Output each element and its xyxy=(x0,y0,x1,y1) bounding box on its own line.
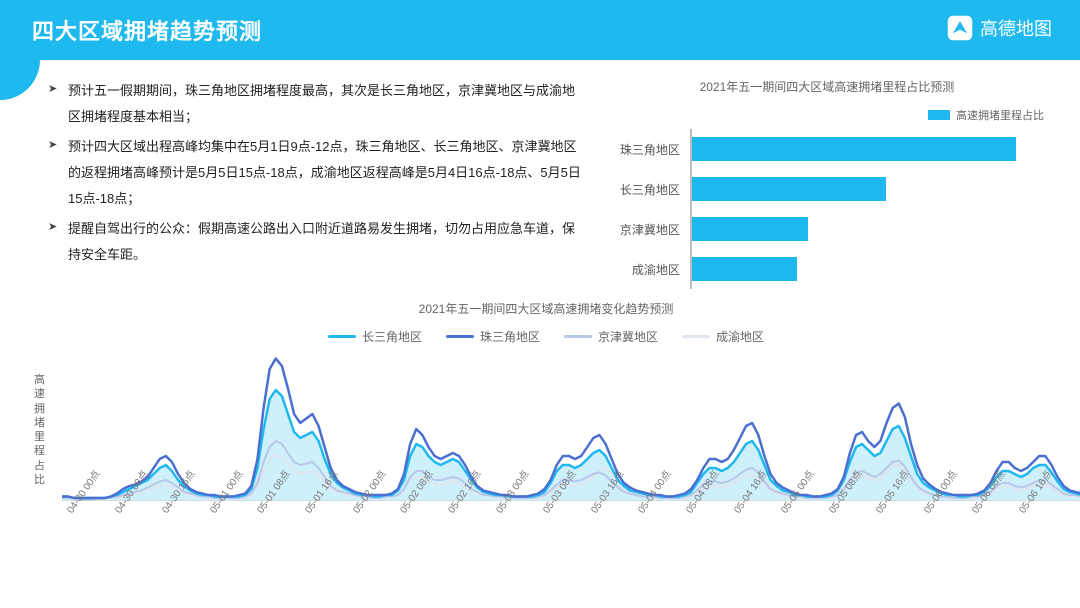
bar xyxy=(692,257,798,281)
legend-label: 高速拥堵里程占比 xyxy=(956,107,1044,123)
legend-item: 珠三角地区 xyxy=(446,328,540,345)
content-body: 预计五一假期期间，珠三角地区拥堵程度最高，其次是长三角地区，京津冀地区与成渝地区… xyxy=(0,60,1080,297)
bar-chart-legend: 高速拥堵里程占比 xyxy=(928,107,1044,123)
legend-swatch-icon xyxy=(682,335,710,338)
bar-chart-title: 2021年五一期间四大区域高速拥堵里程占比预测 xyxy=(610,78,1044,95)
bar-label: 京津冀地区 xyxy=(610,221,690,238)
bar xyxy=(692,177,886,201)
bullet-item: 预计五一假期期间，珠三角地区拥堵程度最高，其次是长三角地区，京津冀地区与成渝地区… xyxy=(48,78,586,130)
legend-swatch xyxy=(928,110,950,120)
legend-item: 长三角地区 xyxy=(328,328,422,345)
legend-text: 长三角地区 xyxy=(362,328,422,345)
bar xyxy=(692,217,808,241)
line-chart-xticks: 04-30 00点04-30 08点04-30 16点05-01 00点05-0… xyxy=(62,503,1056,551)
line-chart-legend: 长三角地区 珠三角地区 京津冀地区 成渝地区 xyxy=(36,327,1056,345)
legend-item: 成渝地区 xyxy=(682,328,764,345)
brand-text: 高德地图 xyxy=(980,15,1052,41)
line-chart-title: 2021年五一期间四大区域高速拥堵变化趋势预测 xyxy=(36,300,1056,317)
bullet-ul: 预计五一假期期间，珠三角地区拥堵程度最高，其次是长三角地区，京津冀地区与成渝地区… xyxy=(48,78,586,268)
bar-row: 珠三角地区 xyxy=(610,129,1044,169)
bar-label: 长三角地区 xyxy=(610,181,690,198)
bar-row: 长三角地区 xyxy=(610,169,1044,209)
bar-axis-zone xyxy=(690,129,1044,169)
bar-chart-panel: 2021年五一期间四大区域高速拥堵里程占比预测 高速拥堵里程占比 珠三角地区长三… xyxy=(610,78,1044,297)
bullet-list: 预计五一假期期间，珠三角地区拥堵程度最高，其次是长三角地区，京津冀地区与成渝地区… xyxy=(48,78,586,297)
legend-swatch-icon xyxy=(564,335,592,338)
bar-label: 珠三角地区 xyxy=(610,141,690,158)
amap-logo-icon xyxy=(946,14,974,42)
header-bar: 四大区域拥堵趋势预测 高德地图 xyxy=(0,0,1080,60)
bar-label: 成渝地区 xyxy=(610,261,690,278)
bullet-item: 预计四大区域出程高峰均集中在5月1日9点-12点，珠三角地区、长三角地区、京津冀… xyxy=(48,134,586,212)
line-chart-ylabel: 高速拥堵里程占比 xyxy=(34,373,48,487)
legend-text: 成渝地区 xyxy=(716,328,764,345)
legend-text: 京津冀地区 xyxy=(598,328,658,345)
bar-axis-zone xyxy=(690,169,1044,209)
bar-row: 成渝地区 xyxy=(610,249,1044,289)
bar-row: 京津冀地区 xyxy=(610,209,1044,249)
line-chart-panel: 2021年五一期间四大区域高速拥堵变化趋势预测 长三角地区 珠三角地区 京津冀地区 成… xyxy=(36,300,1056,600)
line-chart-wrap: 高速拥堵里程占比 04-30 00点04-30 08点04-30 16点05-0… xyxy=(36,351,1056,551)
legend-item: 京津冀地区 xyxy=(564,328,658,345)
bar-chart: 高速拥堵里程占比 珠三角地区长三角地区京津冀地区成渝地区 xyxy=(610,107,1044,297)
legend-swatch-icon xyxy=(446,335,474,338)
legend-swatch-icon xyxy=(328,335,356,338)
bar-rows: 珠三角地区长三角地区京津冀地区成渝地区 xyxy=(610,129,1044,297)
bullet-item: 提醒自驾出行的公众：假期高速公路出入口附近道路易发生拥堵，切勿占用应急车道，保持… xyxy=(48,216,586,268)
legend-text: 珠三角地区 xyxy=(480,328,540,345)
bar-axis-zone xyxy=(690,209,1044,249)
page-title: 四大区域拥堵趋势预测 xyxy=(32,14,262,46)
bar-axis-zone xyxy=(690,249,1044,289)
bar xyxy=(692,137,1016,161)
brand-logo: 高德地图 xyxy=(946,14,1052,42)
